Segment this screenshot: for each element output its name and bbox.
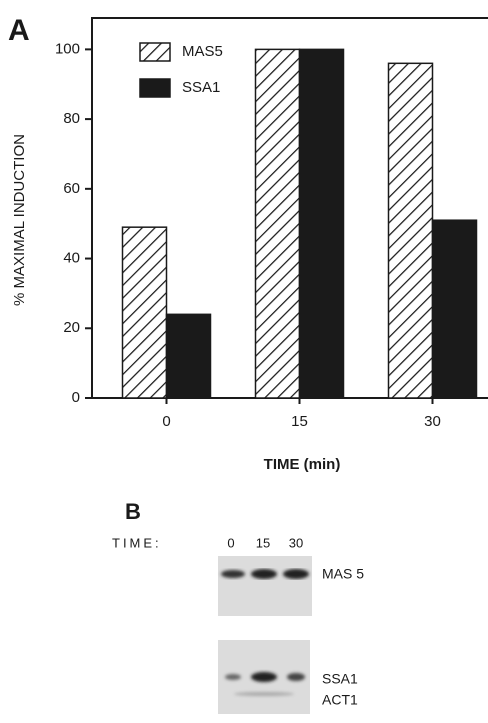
legend-swatch [140,43,170,61]
y-tick-label: 20 [63,319,80,336]
y-tick-label: 100 [55,40,80,57]
bar [300,49,344,398]
legend-label: MAS5 [182,43,223,60]
bar [433,220,477,398]
figure: A % MAXIMAL INDUCTION TIME (min) B TIME:… [0,0,488,723]
x-axis-label: TIME (min) [264,456,341,473]
band-label: MAS 5 [322,566,364,582]
y-tick-label: 80 [63,110,80,127]
bar [167,314,211,398]
gel-bands [221,569,309,579]
x-tick-label: 30 [424,413,441,430]
panel-label: B [125,499,141,524]
legend-label: SSA1 [182,79,220,96]
y-tick-label: 40 [63,250,80,267]
panel-label: A [8,14,30,47]
band-label: SSA1 [322,671,358,687]
lane-label: 30 [289,535,303,550]
legend-swatch [140,79,170,97]
gel [218,556,312,616]
band-label: ACT1 [322,692,358,708]
x-tick-label: 15 [291,413,308,430]
lane-label: 15 [256,535,270,550]
bar [389,63,433,398]
y-axis-label: % MAXIMAL INDUCTION [11,134,28,306]
lane-label: 0 [227,535,234,550]
bar [123,227,167,398]
bar [256,49,300,398]
y-tick-label: 0 [72,389,80,406]
x-tick-label: 0 [162,413,170,430]
y-tick-label: 60 [63,180,80,197]
time-label: TIME: [112,535,162,550]
